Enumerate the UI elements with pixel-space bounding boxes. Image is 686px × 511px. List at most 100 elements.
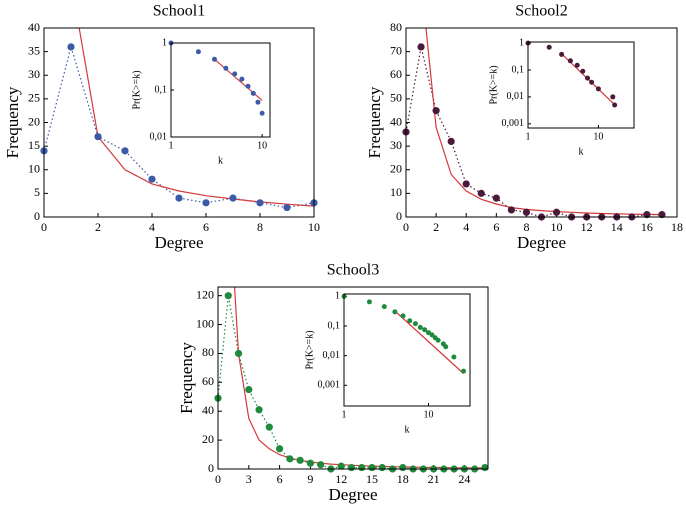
x-tick-label: 0 (403, 220, 409, 234)
y-tick-label: 120 (196, 287, 214, 301)
point (392, 309, 398, 315)
point (507, 206, 515, 214)
y-tick-label: 30 (390, 138, 402, 152)
point (425, 330, 431, 336)
x-tick-label: 6 (277, 472, 283, 486)
x-tick-label: 1 (526, 131, 531, 142)
plot-area (44, 28, 314, 209)
point (223, 65, 229, 71)
x-axis-label: k (579, 146, 584, 157)
plot-area (394, 310, 464, 374)
x-tick-label: 16 (641, 220, 653, 234)
y-tick-label: 5 (34, 185, 40, 199)
point (347, 463, 356, 472)
x-tick-label: 4 (463, 220, 469, 234)
point (317, 461, 325, 469)
x-axis-label: k (218, 155, 223, 166)
x-tick-label: 0 (215, 472, 221, 486)
y-tick-label: 40 (202, 403, 214, 417)
point (229, 194, 237, 202)
y-axis-label: Frequency (365, 86, 384, 158)
y-tick-label: 40 (390, 114, 402, 128)
x-tick-label: 15 (366, 472, 378, 486)
point (255, 99, 261, 105)
point (492, 194, 500, 202)
point (148, 175, 156, 183)
y-axis-label: Pr(K>=k) (304, 330, 315, 369)
y-tick-label: 0,001 (318, 380, 341, 391)
point (462, 180, 470, 188)
point (546, 44, 552, 50)
point (400, 313, 406, 319)
plot-frame (343, 293, 471, 407)
x-tick-label: 8 (257, 220, 263, 234)
point (224, 292, 232, 300)
y-tick-label: 20 (390, 162, 402, 176)
x-tick-label: 18 (671, 220, 683, 234)
point (358, 463, 366, 472)
inset-background (344, 294, 470, 406)
point (245, 385, 253, 394)
point (94, 133, 102, 141)
point (612, 102, 618, 108)
y-axis-label: Frequency (3, 86, 22, 158)
y-tick-label: 10 (390, 185, 402, 199)
point (574, 62, 580, 68)
point (121, 147, 129, 155)
x-tick-label: 10 (423, 409, 433, 420)
y-tick-label: 0,01 (507, 91, 525, 102)
x-tick-label: 1 (342, 409, 347, 420)
x-tick-label: 21 (428, 472, 440, 486)
point (259, 110, 265, 116)
y-tick-label: 100 (196, 316, 214, 330)
x-tick-label: 10 (593, 131, 603, 142)
point (366, 299, 372, 305)
y-tick-label: 1 (335, 291, 340, 302)
point (239, 76, 245, 82)
point (432, 107, 440, 115)
y-tick-label: 0,01 (323, 350, 341, 361)
point (417, 324, 423, 330)
chart-title: School3 (327, 262, 379, 279)
plot-area (406, 28, 662, 217)
point (580, 68, 586, 74)
y-tick-label: 0 (34, 209, 40, 223)
point (522, 208, 531, 216)
x-tick-label: 2 (95, 220, 101, 234)
y-tick-label: 10 (28, 162, 40, 176)
x-axis-label: k (405, 424, 410, 435)
point (245, 83, 251, 89)
point (378, 463, 386, 472)
point (643, 211, 651, 219)
y-tick-label: 20 (28, 114, 40, 128)
y-tick-label: 80 (390, 20, 402, 34)
point (381, 304, 387, 310)
point (306, 459, 314, 467)
chart-title: School2 (515, 3, 567, 20)
y-axis-label: Frequency (177, 342, 196, 414)
plot-frame (527, 41, 635, 129)
series-line (425, 28, 662, 216)
point (337, 462, 345, 470)
x-tick-label: 10 (308, 220, 320, 234)
point (296, 456, 304, 464)
y-tick-label: 60 (202, 374, 214, 388)
inset-background (171, 43, 270, 137)
y-tick-label: 50 (390, 91, 402, 105)
y-tick-label: 30 (28, 67, 40, 81)
point (399, 463, 407, 472)
x-tick-label: 9 (307, 472, 313, 486)
point (407, 318, 413, 324)
point (447, 137, 455, 145)
point (368, 463, 376, 472)
y-tick-label: 20 (202, 432, 214, 446)
y-tick-label: 0,1 (155, 84, 168, 95)
x-tick-label: 18 (397, 472, 409, 486)
x-tick-label: 1 (169, 140, 174, 151)
x-tick-label: 6 (203, 220, 209, 234)
y-tick-label: 40 (28, 20, 40, 34)
plot-frame (217, 286, 489, 470)
series-line (78, 28, 314, 207)
point (559, 51, 565, 57)
y-tick-label: 70 (390, 43, 402, 57)
